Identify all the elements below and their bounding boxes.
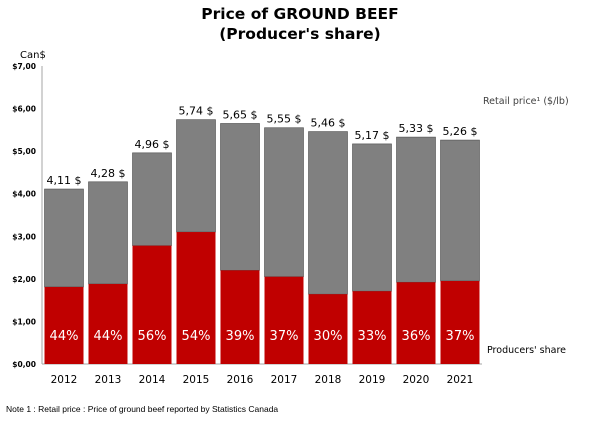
retail-bar-segment bbox=[396, 136, 436, 283]
producer-share-label: 37% bbox=[270, 329, 299, 344]
retail-series-label: Retail price¹ ($/lb) bbox=[483, 96, 569, 107]
producer-share-label: 54% bbox=[182, 329, 211, 344]
footnote: Note 1 : Retail price : Price of ground … bbox=[6, 404, 279, 414]
producer-share-label: 44% bbox=[94, 329, 123, 344]
producer-share-label: 37% bbox=[446, 329, 475, 344]
retail-price-label: 4,96 $ bbox=[135, 138, 170, 151]
producer-share-label: 56% bbox=[138, 329, 167, 344]
y-tick-label: $0,00 bbox=[12, 360, 36, 369]
x-tick-label: 2017 bbox=[271, 374, 298, 386]
producer-bar-segment bbox=[44, 286, 84, 364]
producer-share-label: 30% bbox=[314, 329, 343, 344]
producer-bar-segment bbox=[264, 276, 304, 364]
producer-share-label: 36% bbox=[402, 329, 431, 344]
retail-bar-segment bbox=[308, 131, 348, 295]
y-tick-label: $6,00 bbox=[12, 105, 36, 114]
y-tick-label: $7,00 bbox=[12, 62, 36, 71]
retail-price-label: 4,28 $ bbox=[91, 167, 126, 180]
x-tick-label: 2019 bbox=[359, 374, 386, 386]
chart-title: Price of GROUND BEEF (Producer's share) bbox=[0, 4, 600, 44]
retail-price-label: 4,11 $ bbox=[47, 174, 82, 187]
x-tick-label: 2021 bbox=[447, 374, 474, 386]
producer-share-label: 33% bbox=[358, 329, 387, 344]
retail-price-label: 5,55 $ bbox=[267, 113, 302, 126]
x-tick-label: 2020 bbox=[403, 374, 430, 386]
retail-bar-segment bbox=[88, 181, 128, 285]
retail-price-label: 5,74 $ bbox=[179, 105, 214, 118]
producer-bar-segment bbox=[220, 270, 260, 364]
x-tick-label: 2014 bbox=[139, 374, 166, 386]
producer-bar-segment bbox=[176, 232, 216, 364]
producer-series-label: Producers' share bbox=[487, 345, 566, 356]
retail-bar-segment bbox=[440, 139, 480, 282]
producer-bar-segment bbox=[352, 291, 392, 364]
y-tick-label: $2,00 bbox=[12, 275, 36, 284]
producer-share-label: 44% bbox=[50, 329, 79, 344]
x-tick-label: 2016 bbox=[227, 374, 254, 386]
producer-bar-segment bbox=[132, 245, 172, 364]
x-tick-label: 2012 bbox=[51, 374, 78, 386]
retail-price-label: 5,46 $ bbox=[311, 117, 346, 130]
y-tick-label: $5,00 bbox=[12, 147, 36, 156]
y-tick-label: $3,00 bbox=[12, 232, 36, 241]
x-tick-label: 2013 bbox=[95, 374, 122, 386]
chart-subtitle: (Producer's share) bbox=[219, 25, 381, 43]
producer-bar-segment bbox=[88, 283, 128, 364]
retail-bar-segment bbox=[264, 127, 304, 278]
retail-bar-segment bbox=[132, 152, 172, 246]
retail-bar-segment bbox=[176, 119, 216, 233]
producer-bar-segment bbox=[440, 280, 480, 364]
x-tick-label: 2018 bbox=[315, 374, 342, 386]
retail-bar-segment bbox=[352, 143, 392, 292]
y-axis-label: Can$ bbox=[20, 50, 46, 61]
retail-bar-segment bbox=[220, 123, 260, 271]
producer-bar-segment bbox=[396, 282, 436, 364]
x-tick-label: 2015 bbox=[183, 374, 210, 386]
retail-price-label: 5,65 $ bbox=[223, 108, 258, 121]
retail-price-label: 5,26 $ bbox=[443, 125, 478, 138]
retail-price-label: 5,33 $ bbox=[399, 122, 434, 135]
producer-share-label: 39% bbox=[226, 329, 255, 344]
chart-title-main: Price of GROUND BEEF bbox=[201, 5, 399, 23]
y-tick-label: $1,00 bbox=[12, 317, 36, 326]
y-tick-label: $4,00 bbox=[12, 190, 36, 199]
producer-bar-segment bbox=[308, 294, 348, 364]
retail-price-label: 5,17 $ bbox=[355, 129, 390, 142]
retail-bar-segment bbox=[44, 188, 84, 288]
